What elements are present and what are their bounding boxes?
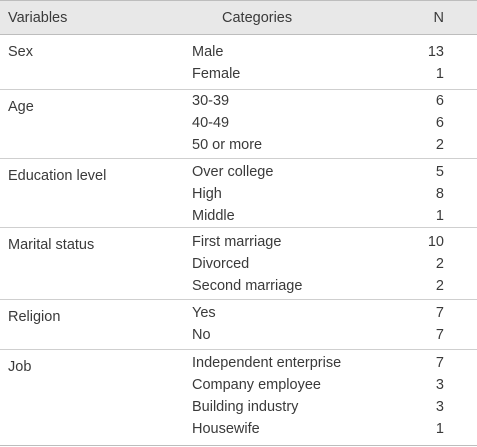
table-row: Housewife 1 <box>0 418 477 440</box>
n-cell: 2 <box>435 256 444 272</box>
n-cell: 7 <box>435 305 444 321</box>
table-row: Second marriage 2 <box>0 275 477 297</box>
table-header: Variables Categories N <box>0 0 477 35</box>
n-cell: 1 <box>435 421 444 437</box>
category-cell: No <box>192 327 211 343</box>
n-cell: 1 <box>435 208 444 224</box>
category-cell: Yes <box>192 305 216 321</box>
n-cell: 2 <box>435 278 444 294</box>
group-job: Job Independent enterprise 7 Company emp… <box>0 350 477 445</box>
table-row: No 7 <box>0 324 477 346</box>
category-cell: High <box>192 186 222 202</box>
variable-label: Job <box>8 359 32 375</box>
n-cell: 6 <box>435 93 444 109</box>
n-cell: 5 <box>435 164 444 180</box>
table-row: Male 13 <box>0 41 477 63</box>
table-row: 50 or more 2 <box>0 134 477 156</box>
category-cell: Male <box>192 44 224 60</box>
category-cell: 40-49 <box>192 115 230 131</box>
n-cell: 2 <box>435 137 444 153</box>
table-row: First marriage 10 <box>0 231 477 253</box>
table-row: Yes 7 <box>0 302 477 324</box>
n-cell: 7 <box>435 355 444 371</box>
category-cell: Building industry <box>192 399 299 415</box>
group-age: Age 30-39 6 40-49 6 50 or more 2 <box>0 90 477 159</box>
variable-label: Education level <box>8 168 107 184</box>
category-cell: Middle <box>192 208 235 224</box>
table-row: 40-49 6 <box>0 112 477 134</box>
n-cell: 7 <box>435 327 444 343</box>
n-cell: 3 <box>435 377 444 393</box>
variable-label: Sex <box>8 44 33 60</box>
category-cell: Second marriage <box>192 278 303 294</box>
table-row: Over college 5 <box>0 161 477 183</box>
table-bottom-rule <box>0 445 477 446</box>
n-cell: 10 <box>427 234 444 250</box>
variable-label: Religion <box>8 309 61 325</box>
category-cell: 50 or more <box>192 137 263 153</box>
header-categories: Categories <box>222 10 293 26</box>
n-cell: 1 <box>435 66 444 82</box>
table-row: Divorced 2 <box>0 253 477 275</box>
category-cell: 30-39 <box>192 93 230 109</box>
category-cell: First marriage <box>192 234 282 250</box>
table-row: Female 1 <box>0 63 477 85</box>
variable-label: Age <box>8 99 34 115</box>
group-sex: Sex Male 13 Female 1 <box>0 35 477 90</box>
table-row: Middle 1 <box>0 205 477 227</box>
table-row: 30-39 6 <box>0 90 477 112</box>
category-cell: Company employee <box>192 377 321 393</box>
category-cell: Independent enterprise <box>192 355 342 371</box>
group-education-level: Education level Over college 5 High 8 Mi… <box>0 159 477 228</box>
table-row: Independent enterprise 7 <box>0 352 477 374</box>
category-cell: Housewife <box>192 421 260 437</box>
table-row: Building industry 3 <box>0 396 477 418</box>
header-variables: Variables <box>8 10 68 26</box>
group-religion: Religion Yes 7 No 7 <box>0 300 477 350</box>
n-cell: 8 <box>435 186 444 202</box>
n-cell: 6 <box>435 115 444 131</box>
category-cell: Over college <box>192 164 274 180</box>
n-cell: 3 <box>435 399 444 415</box>
category-cell: Female <box>192 66 241 82</box>
variable-label: Marital status <box>8 237 95 253</box>
header-n: N <box>433 10 444 26</box>
category-cell: Divorced <box>192 256 250 272</box>
n-cell: 13 <box>427 44 444 60</box>
table-row: Company employee 3 <box>0 374 477 396</box>
table-row: High 8 <box>0 183 477 205</box>
group-marital-status: Marital status First marriage 10 Divorce… <box>0 228 477 300</box>
